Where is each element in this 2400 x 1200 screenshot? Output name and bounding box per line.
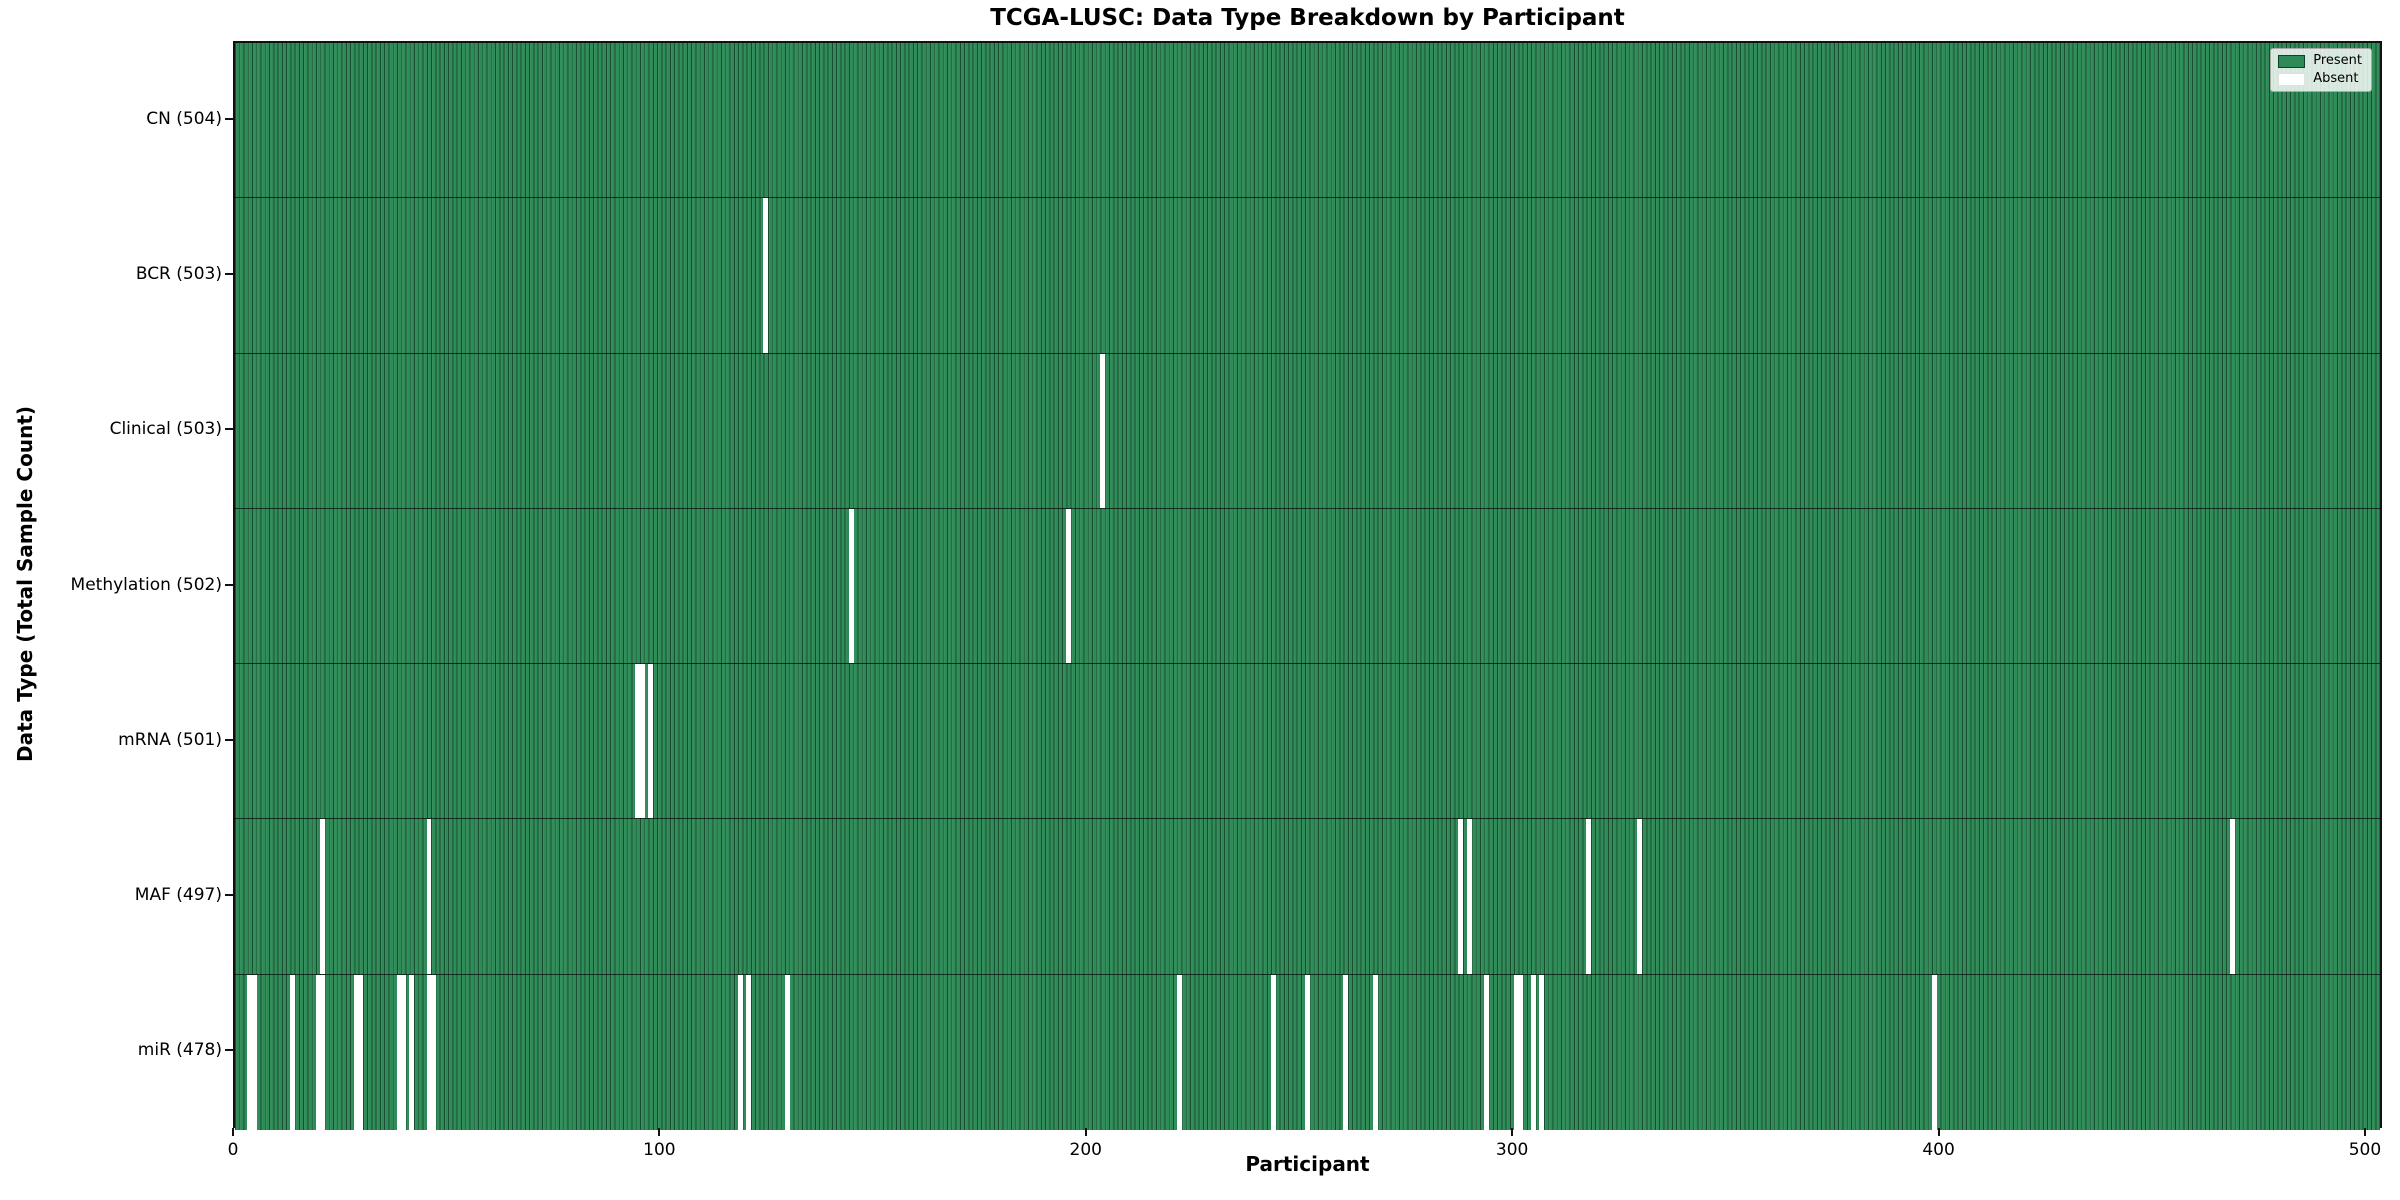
absent-gap-miR-306 bbox=[1539, 974, 1545, 1130]
y-tick-label-Clinical: Clinical (503) bbox=[109, 419, 222, 440]
absent-gap-BCR-124 bbox=[763, 198, 769, 353]
y-tick-mark bbox=[225, 583, 233, 586]
absent-gap-miR-3 bbox=[247, 974, 253, 1130]
absent-gap-miR-39 bbox=[400, 974, 406, 1130]
legend: Present Absent bbox=[2270, 48, 2372, 92]
absent-gap-mRNA-95 bbox=[639, 664, 645, 819]
absent-gap-MAF-287 bbox=[1458, 819, 1464, 974]
absent-gap-miR-4 bbox=[251, 974, 257, 1130]
row-CN bbox=[235, 43, 2380, 199]
legend-label-present: Present bbox=[2313, 53, 2362, 68]
present-swatch-icon bbox=[2278, 54, 2306, 68]
absent-gap-miR-129 bbox=[784, 974, 790, 1130]
y-tick-label-Methylation: Methylation (502) bbox=[70, 574, 222, 595]
y-tick-label-miR: miR (478) bbox=[137, 1040, 222, 1061]
absent-gap-miR-19 bbox=[315, 974, 321, 1130]
absent-gap-mRNA-94 bbox=[635, 664, 641, 819]
absent-gap-miR-29 bbox=[358, 974, 364, 1130]
absent-gap-miR-267 bbox=[1373, 974, 1379, 1130]
absent-gap-miR-293 bbox=[1483, 974, 1489, 1130]
row-mRNA bbox=[235, 664, 2380, 820]
row-Methylation bbox=[235, 508, 2380, 665]
absent-gap-MAF-329 bbox=[1637, 819, 1643, 974]
absent-gap-miR-398 bbox=[1931, 974, 1937, 1130]
legend-label-absent: Absent bbox=[2313, 71, 2359, 86]
y-tick-label-MAF: MAF (497) bbox=[134, 885, 222, 906]
absent-gap-miR-41 bbox=[409, 974, 415, 1130]
y-tick-mark bbox=[225, 117, 233, 120]
absent-gap-miR-28 bbox=[354, 974, 359, 1130]
absent-gap-miR-13 bbox=[290, 974, 296, 1130]
x-tick-label-200: 200 bbox=[1069, 1140, 1102, 1160]
chart-title: TCGA-LUSC: Data Type Breakdown by Partic… bbox=[990, 5, 1625, 31]
absent-gap-MAF-289 bbox=[1466, 819, 1472, 974]
absent-gap-miR-260 bbox=[1343, 974, 1349, 1130]
x-tick-label-300: 300 bbox=[1495, 1140, 1529, 1160]
x-tick-mark bbox=[1511, 1128, 1514, 1136]
x-tick-mark bbox=[658, 1128, 661, 1136]
absent-gap-Methylation-144 bbox=[848, 508, 854, 664]
absent-gap-Methylation-195 bbox=[1066, 508, 1072, 664]
absent-gap-miR-45 bbox=[426, 974, 432, 1130]
absent-gap-mRNA-97 bbox=[648, 664, 654, 819]
absent-gap-miR-20 bbox=[319, 974, 325, 1130]
y-tick-mark bbox=[225, 428, 233, 431]
row-MAF bbox=[235, 819, 2380, 975]
absent-gap-miR-300 bbox=[1513, 974, 1519, 1130]
y-tick-mark bbox=[225, 272, 233, 275]
absent-gap-miR-221 bbox=[1176, 974, 1182, 1130]
legend-entry-absent: Absent bbox=[2278, 72, 2362, 86]
absent-gap-miR-120 bbox=[746, 974, 752, 1130]
y-tick-mark bbox=[225, 1049, 233, 1052]
y-tick-label-CN: CN (504) bbox=[146, 108, 222, 129]
absent-gap-miR-251 bbox=[1304, 974, 1310, 1130]
absent-gap-MAF-20 bbox=[319, 819, 325, 974]
absent-gap-miR-301 bbox=[1518, 974, 1524, 1130]
absent-swatch-icon bbox=[2278, 72, 2306, 86]
legend-entry-present: Present bbox=[2278, 54, 2362, 68]
x-tick-mark bbox=[2363, 1128, 2366, 1136]
x-tick-mark bbox=[1937, 1128, 1940, 1136]
absent-gap-miR-38 bbox=[396, 974, 402, 1130]
x-tick-mark bbox=[232, 1128, 234, 1136]
y-tick-label-BCR: BCR (503) bbox=[135, 263, 222, 284]
absent-gap-MAF-45 bbox=[426, 819, 432, 974]
row-miR bbox=[235, 974, 2380, 1130]
x-axis-label: Participant bbox=[1245, 1152, 1370, 1176]
x-tick-label-500: 500 bbox=[2348, 1140, 2382, 1160]
x-tick-label-0: 0 bbox=[227, 1140, 239, 1160]
x-tick-label-400: 400 bbox=[1922, 1140, 1955, 1160]
absent-gap-miR-304 bbox=[1530, 974, 1536, 1130]
absent-gap-MAF-317 bbox=[1586, 819, 1592, 974]
absent-gap-miR-118 bbox=[737, 974, 743, 1130]
y-tick-mark bbox=[225, 738, 233, 741]
row-Clinical bbox=[235, 353, 2380, 509]
row-BCR bbox=[235, 198, 2380, 354]
y-tick-mark bbox=[225, 894, 233, 897]
plot-area: Present Absent bbox=[233, 41, 2382, 1130]
y-tick-label-mRNA: mRNA (501) bbox=[118, 729, 222, 750]
absent-gap-miR-243 bbox=[1270, 974, 1276, 1130]
x-tick-label-100: 100 bbox=[643, 1140, 676, 1160]
absent-gap-miR-46 bbox=[430, 974, 436, 1130]
x-tick-mark bbox=[1084, 1128, 1087, 1136]
absent-gap-Clinical-203 bbox=[1100, 353, 1106, 508]
absent-gap-MAF-468 bbox=[2230, 819, 2236, 974]
